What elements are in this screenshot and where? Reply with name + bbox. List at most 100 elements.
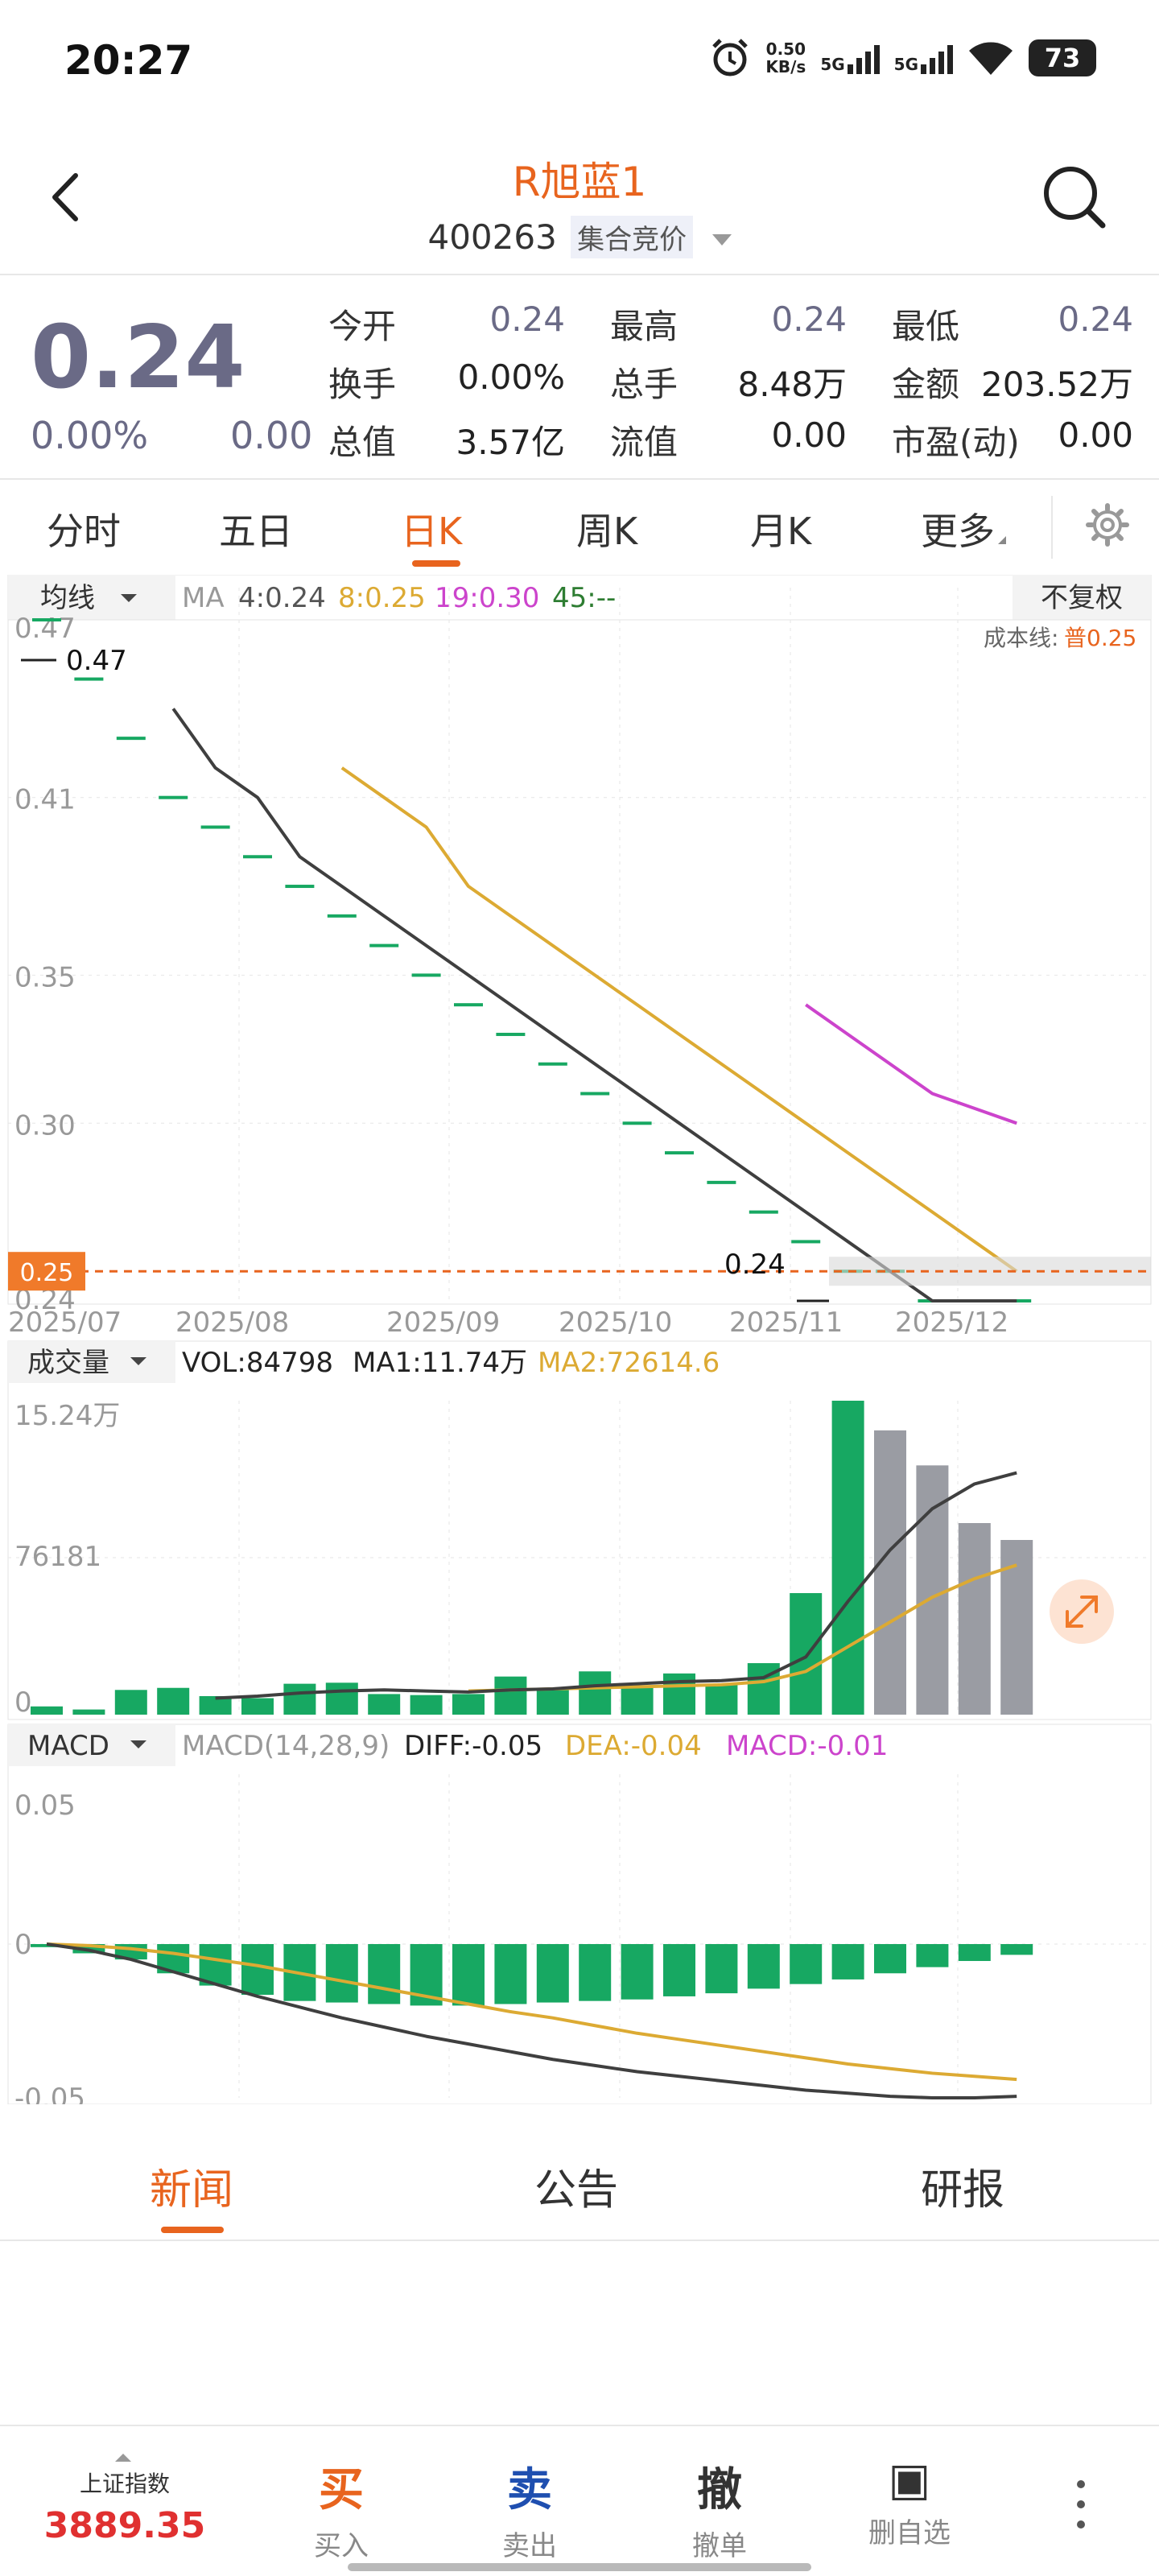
candle: [74, 677, 104, 681]
buy-button[interactable]: 买 买入: [269, 2454, 414, 2563]
caret-up-icon: [115, 2454, 131, 2462]
macd-histogram-bar: [1000, 1944, 1033, 1955]
expand-icon[interactable]: [1066, 1596, 1098, 1628]
ma8-line: [340, 766, 1018, 1273]
cost-line-label: 成本线:: [984, 625, 1058, 651]
ma-legend-item: 4:0.24: [238, 582, 326, 614]
volume-bar: [241, 1698, 274, 1715]
candle: [749, 1210, 778, 1214]
tab-more[interactable]: 更多: [921, 502, 1006, 555]
tab-announcements[interactable]: 公告: [534, 2166, 619, 2215]
tab-news[interactable]: 新闻: [150, 2166, 234, 2215]
indicator-menu-label: 均线: [40, 582, 95, 614]
volume-bar: [958, 1523, 991, 1715]
y-tick-label: 0.41: [14, 784, 76, 816]
candle: [665, 1151, 694, 1155]
wifi-icon: [969, 42, 1013, 75]
net-speed: 0.50 KB/s: [765, 39, 806, 76]
candle: [707, 1180, 736, 1184]
x-tick-label: 2025/08: [175, 1307, 289, 1339]
period-tabs: 分时 五日 日K 周K 月K 更多: [0, 480, 1159, 575]
volume-bar: [410, 1695, 443, 1715]
quote-low: 最低 0.24: [892, 299, 1133, 346]
buy-icon: 买: [319, 2464, 364, 2516]
ma19-line: [805, 1003, 1017, 1125]
index-ticker[interactable]: 上证指数 3889.35: [43, 2471, 206, 2546]
quote-row: 今开 0.24 最高 0.24 最低 0.24: [328, 295, 1133, 353]
cost-line-value: 普0.25: [1064, 625, 1136, 651]
macd-histogram-bar: [621, 1944, 654, 2000]
candle: [454, 1003, 483, 1007]
alarm-icon: [712, 39, 749, 76]
y-tick-label: 0.35: [14, 961, 76, 993]
tab-research[interactable]: 研报: [921, 2166, 1005, 2215]
quote-turnover: 换手 0.00%: [328, 357, 565, 404]
indicator-menu: [8, 575, 175, 620]
quote-pe: 市盈(动) 0.00: [892, 415, 1133, 462]
price-panel: [7, 619, 1152, 1305]
ma-legend-prefix: MA: [182, 582, 225, 614]
chevron-down-icon: [121, 594, 137, 602]
more-vertical-icon[interactable]: [1069, 2476, 1093, 2533]
macd-histogram-bar: [368, 1944, 401, 2004]
change-amount: 0.00: [230, 414, 313, 457]
quote-open: 今开 0.24: [328, 299, 565, 346]
candle: [200, 825, 230, 829]
y-tick-label: 0: [14, 1929, 32, 1961]
x-tick-label: 2025/10: [559, 1307, 672, 1339]
indicator-menu-label: MACD: [27, 1730, 109, 1762]
macd-histogram-bar: [325, 1944, 358, 2003]
tab-weekly-k[interactable]: 周K: [576, 510, 638, 553]
volume-bar: [494, 1676, 527, 1715]
volume-legend-item: VOL:84798: [182, 1347, 333, 1379]
stock-code: 400263: [427, 217, 557, 257]
macd-dea-line: [46, 1942, 1017, 2082]
kline-chart[interactable]: 均线 MA 4:0.24 8:0.25 19:0.30 45:-- 不复权 0.47 0.41 0…: [0, 575, 1159, 2104]
tab-monthly-k[interactable]: 月K: [750, 510, 812, 553]
macd-histogram-bar: [705, 1944, 738, 1994]
volume-bar: [368, 1694, 401, 1715]
indicator-menu: [8, 1341, 175, 1383]
rights-toggle-label: 不复权: [1041, 582, 1123, 614]
home-indicator[interactable]: [348, 2563, 811, 2571]
candle: [622, 1121, 652, 1125]
y-tick-label: -0.05: [14, 2083, 85, 2104]
signal-sim2-icon: 5G: [894, 42, 953, 74]
corner-triangle-icon: [998, 536, 1006, 544]
content-tabs: 新闻 公告 研报: [0, 2120, 1159, 2241]
macd-histogram-bar: [874, 1944, 906, 1974]
y-tick-label: 0.30: [14, 1109, 76, 1141]
indicator-menu: [8, 1724, 175, 1766]
session-badge[interactable]: 集合竞价: [571, 216, 694, 258]
remove-watchlist-button[interactable]: ▣ 删自选: [837, 2454, 982, 2550]
macd-panel: [7, 1724, 1152, 2104]
chevron-down-icon[interactable]: [711, 233, 732, 246]
back-arrow-icon[interactable]: [40, 161, 89, 233]
chevron-down-icon: [130, 1740, 146, 1748]
sell-button[interactable]: 卖 卖出: [457, 2454, 602, 2563]
quote-grid: 今开 0.24 最高 0.24 最低 0.24 换手 0.00% 总手 8.48万 金额 2…: [328, 295, 1133, 469]
stock-header: R旭蓝1 400263 集合竞价: [0, 121, 1159, 274]
volume-bar: [31, 1706, 63, 1715]
volume-bar: [705, 1684, 738, 1715]
candle: [411, 973, 441, 977]
y-tick-label: 0: [14, 1686, 32, 1719]
macd-legend-item: MACD:-0.01: [726, 1730, 888, 1762]
tab-daily-k[interactable]: 日K: [401, 510, 463, 553]
cancel-order-button[interactable]: 撤 撤单: [647, 2454, 792, 2563]
indicator-menu-label: 成交量: [27, 1347, 109, 1379]
cancel-order-icon: 撤: [697, 2464, 742, 2516]
tab-intraday[interactable]: 分时: [47, 510, 121, 553]
active-tab-indicator: [412, 560, 460, 567]
volume-bar: [536, 1690, 569, 1715]
status-icons: 0.50 KB/s 5G 5G 73: [709, 37, 1096, 79]
macd-histogram-bar: [790, 1944, 823, 1984]
quote-market-cap: 总值 3.57亿: [328, 422, 565, 462]
divider: [0, 478, 1159, 480]
gear-icon[interactable]: [1085, 502, 1130, 547]
tab-five-day[interactable]: 五日: [219, 510, 293, 553]
search-icon[interactable]: [1038, 161, 1111, 233]
status-time: 20:27: [64, 37, 193, 84]
divider: [1051, 496, 1053, 559]
volume-legend-item: MA2:72614.6: [538, 1347, 720, 1379]
